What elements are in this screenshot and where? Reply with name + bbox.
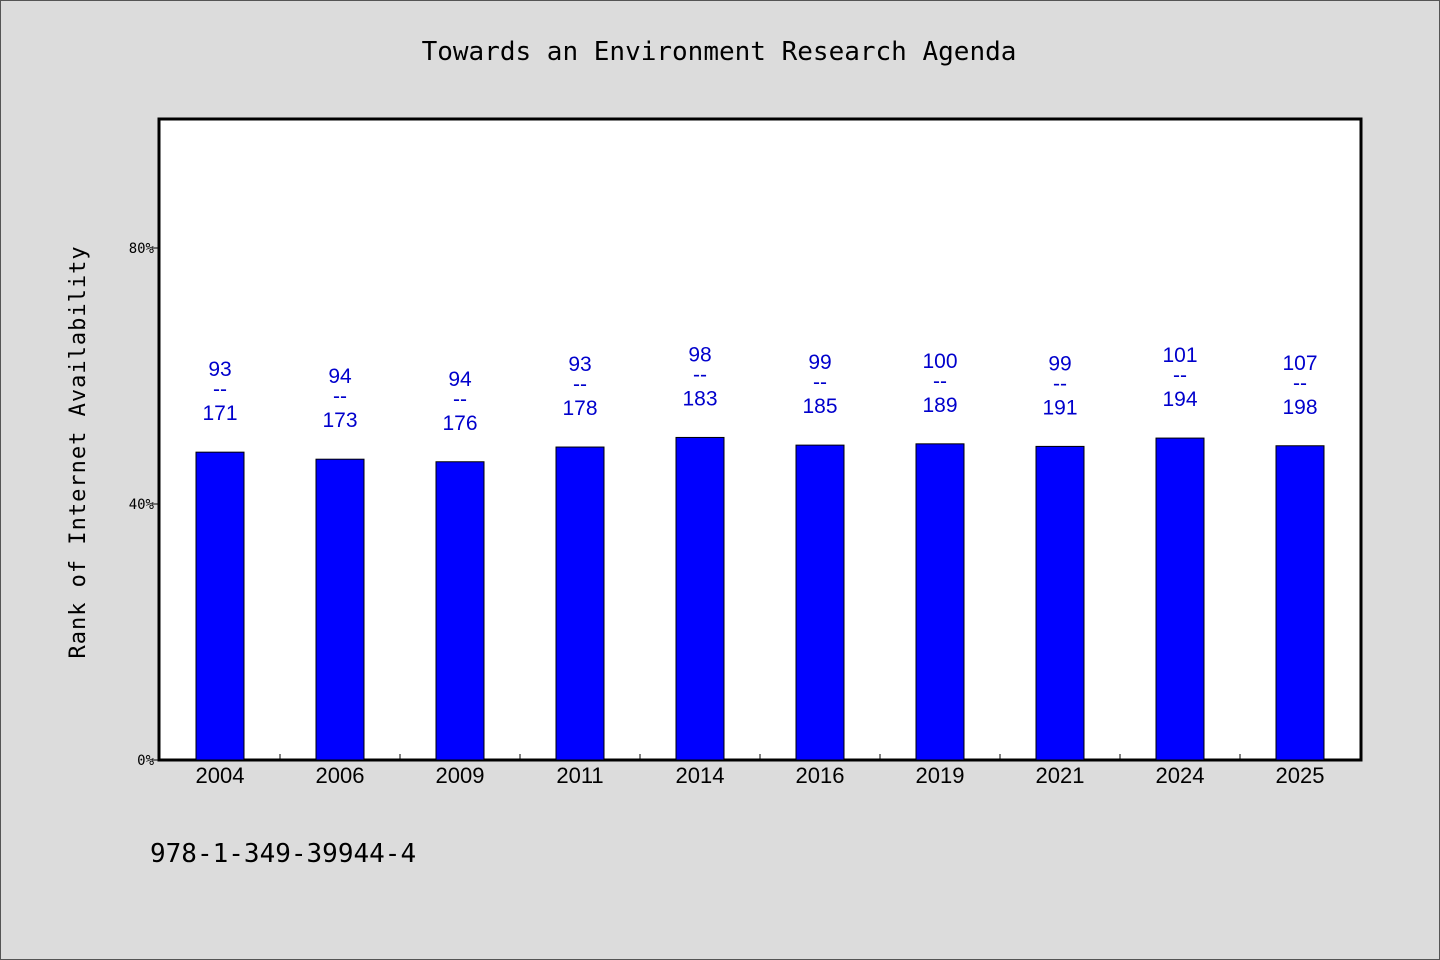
data-label-separator: -- (1173, 364, 1187, 387)
data-label-rank: 100 (922, 350, 957, 373)
bar (1035, 445, 1085, 761)
data-label-total: 173 (322, 409, 357, 432)
x-tick-label: 2014 (676, 763, 725, 788)
data-label-separator: -- (933, 370, 947, 393)
data-label-separator: -- (453, 388, 467, 411)
x-tick-label: 2006 (316, 763, 365, 788)
bar (675, 436, 725, 761)
data-label-separator: -- (213, 378, 227, 401)
data-label-total: 178 (562, 397, 597, 420)
x-tick-label: 2019 (916, 763, 965, 788)
isbn-text: 978-1-349-39944-4 (150, 839, 416, 869)
data-label-rank: 99 (808, 351, 831, 374)
data-label-total: 194 (1162, 388, 1197, 411)
x-tick-label: 2021 (1036, 763, 1085, 788)
x-tick-label: 2004 (196, 763, 245, 788)
x-tick-label: 2016 (796, 763, 845, 788)
data-label-total: 171 (202, 402, 237, 425)
y-tick-label: 40% (129, 497, 155, 513)
y-axis: 0% 40% 80% (129, 241, 160, 769)
data-label-separator: -- (693, 363, 707, 386)
data-label-total: 183 (682, 387, 717, 410)
data-label-separator: -- (333, 385, 347, 408)
data-label-rank: 94 (448, 368, 472, 391)
data-label-rank: 98 (688, 343, 711, 366)
bar-series (195, 436, 1325, 761)
data-label-total: 176 (442, 412, 477, 435)
x-tick-label: 2011 (556, 763, 603, 788)
data-label-rank: 99 (1048, 352, 1071, 375)
y-tick-label: 80% (129, 241, 155, 257)
y-axis-label: Rank of Internet Availability (66, 245, 91, 658)
bar (795, 444, 845, 761)
bar (435, 461, 485, 761)
data-label-total: 198 (1282, 396, 1317, 419)
x-tick-label: 2009 (436, 763, 485, 788)
x-tick-label: 2025 (1276, 763, 1325, 788)
x-axis: 2004 2006 2009 2011 2014 2016 2019 2021 2024 2025 (196, 754, 1325, 788)
bar (1275, 445, 1325, 761)
data-label-rank: 93 (568, 353, 591, 376)
data-label-total: 191 (1042, 396, 1077, 419)
chart-title: Towards an Environment Research Agenda (422, 37, 1017, 67)
data-label-total: 185 (802, 395, 837, 418)
bar (1155, 437, 1205, 761)
bar (315, 458, 365, 761)
data-label-rank: 94 (328, 365, 352, 388)
data-label-rank: 93 (208, 358, 231, 381)
data-label-rank: 107 (1282, 352, 1317, 375)
data-labels: 93--17194--17394--17693--17898--18399--1… (202, 343, 1317, 434)
data-label-total: 189 (922, 394, 957, 417)
data-label-separator: -- (1293, 372, 1307, 395)
data-label-rank: 101 (1162, 344, 1197, 367)
x-tick-label: 2024 (1156, 763, 1205, 788)
data-label-separator: -- (813, 371, 827, 394)
data-label-separator: -- (573, 373, 587, 396)
y-tick-label: 0% (137, 753, 154, 769)
bar (195, 451, 245, 761)
bar (915, 443, 965, 761)
bar (555, 446, 605, 761)
data-label-separator: -- (1053, 372, 1067, 395)
